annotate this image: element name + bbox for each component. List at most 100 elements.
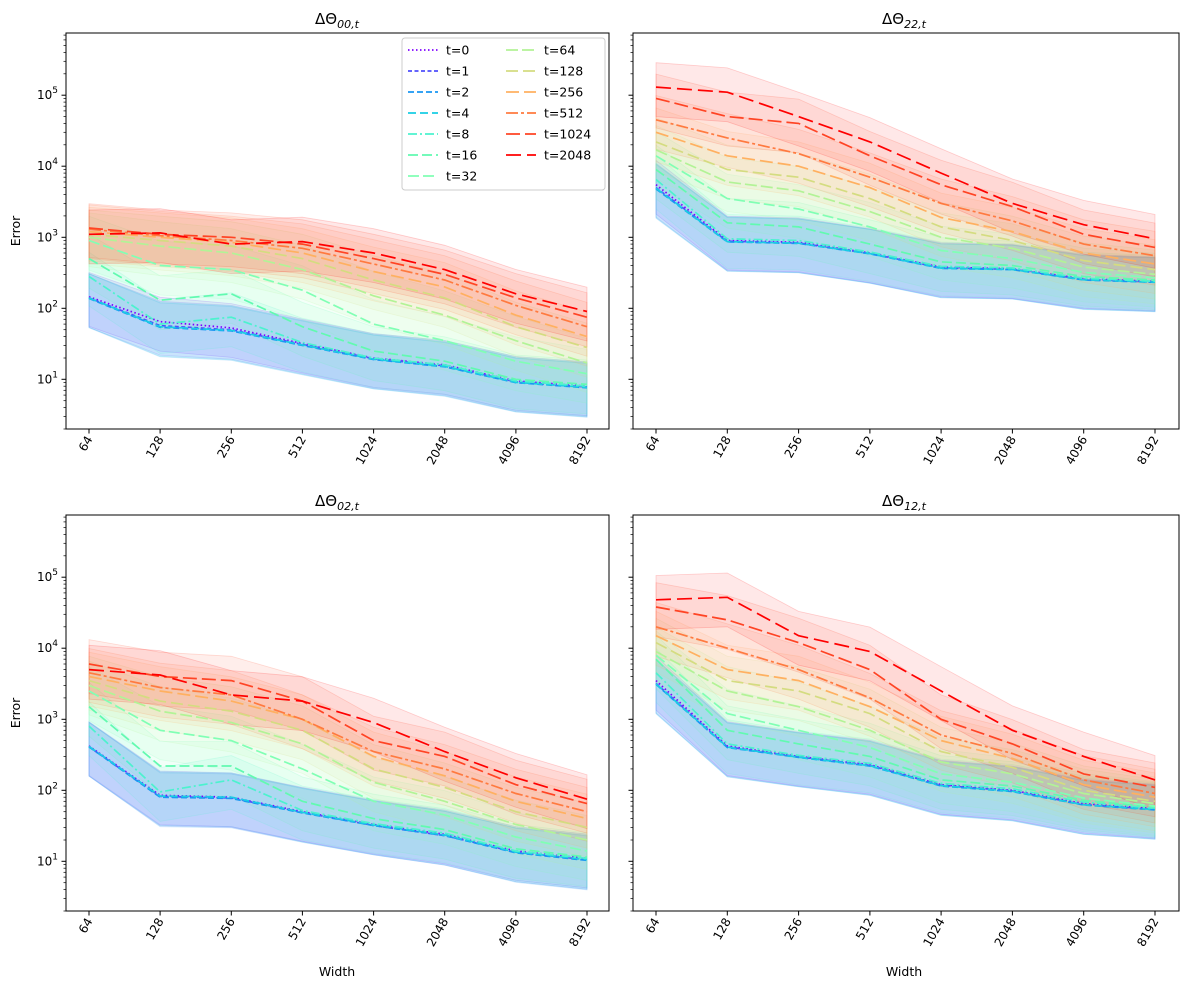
panel-title: ΔΘ00,t bbox=[315, 10, 360, 31]
series-line-t=64 bbox=[655, 149, 1156, 276]
legend-box bbox=[401, 37, 606, 191]
y-axis bbox=[628, 516, 633, 912]
band-t=4 bbox=[88, 273, 588, 418]
band-t=0 bbox=[88, 720, 588, 889]
panel-delta-theta-22: ΔΘ22,t 64 128 256 512 1024 2048 4096 8192 bbox=[628, 10, 1180, 467]
band-layer bbox=[655, 62, 1156, 313]
legend-entry: t=512 bbox=[506, 106, 583, 121]
series-line-t=512 bbox=[655, 625, 1156, 795]
legend-entry: t=64 bbox=[506, 43, 575, 58]
series-layer bbox=[655, 596, 1156, 811]
legend-entry: t=128 bbox=[506, 64, 583, 79]
panel-title: ΔΘ02,t bbox=[315, 492, 360, 513]
legend-entry: t=0 bbox=[408, 43, 469, 58]
legend-label: t=0 bbox=[446, 43, 469, 58]
series-layer bbox=[88, 227, 588, 389]
band-t=16 bbox=[655, 633, 1156, 838]
legend-label: t=256 bbox=[544, 85, 583, 100]
x-tick-label: 64 bbox=[76, 434, 96, 454]
band-t=256 bbox=[655, 107, 1156, 294]
band-t=32 bbox=[655, 130, 1156, 308]
legend-entry: t=256 bbox=[506, 85, 583, 100]
legend-entry: t=2048 bbox=[506, 148, 591, 163]
band-t=256 bbox=[88, 206, 588, 367]
series-line-t=128 bbox=[88, 679, 588, 829]
band-t=2048 bbox=[655, 62, 1156, 269]
band-t=1 bbox=[655, 162, 1156, 312]
series-line-t=64 bbox=[88, 684, 588, 841]
band-layer bbox=[88, 203, 588, 418]
band-t=0 bbox=[655, 159, 1156, 312]
plot-frame bbox=[65, 514, 610, 912]
plot-frame bbox=[632, 32, 1180, 430]
x-tick-label: 64 bbox=[76, 916, 96, 936]
band-t=2 bbox=[88, 721, 588, 891]
band-t=8 bbox=[88, 700, 588, 889]
series-line-t=8 bbox=[655, 672, 1156, 810]
band-t=64 bbox=[655, 124, 1156, 305]
band-t=1 bbox=[88, 721, 588, 890]
series-line-t=128 bbox=[655, 641, 1156, 803]
series-line-t=32 bbox=[655, 654, 1156, 807]
plot-frame bbox=[632, 514, 1180, 912]
legend-entry: t=1 bbox=[408, 64, 469, 79]
series-line-t=8 bbox=[655, 178, 1156, 283]
y-axis-label: Error bbox=[8, 697, 23, 728]
series-line-t=256 bbox=[655, 131, 1156, 265]
band-t=4 bbox=[88, 721, 588, 890]
series-line-t=32 bbox=[655, 155, 1156, 279]
band-t=64 bbox=[88, 212, 588, 394]
legend-label: t=64 bbox=[544, 43, 575, 58]
series-line-t=4 bbox=[655, 683, 1156, 811]
series-line-t=128 bbox=[88, 233, 588, 349]
series-line-t=4 bbox=[655, 187, 1156, 283]
band-t=1024 bbox=[88, 203, 588, 348]
series-line-t=2048 bbox=[655, 596, 1156, 781]
legend-entry: t=16 bbox=[408, 148, 477, 163]
series-line-t=1024 bbox=[655, 97, 1156, 249]
band-t=128 bbox=[88, 209, 588, 378]
band-t=4 bbox=[655, 163, 1156, 312]
legend-label: t=16 bbox=[446, 148, 477, 163]
series-line-t=4 bbox=[88, 297, 588, 389]
series-line-t=2048 bbox=[655, 86, 1156, 240]
legend-label: t=128 bbox=[544, 64, 583, 79]
panel-delta-theta-12: ΔΘ12,t 64 128 256 512 1024 2048 4096 8192 Width bbox=[628, 492, 1180, 979]
band-t=0 bbox=[88, 271, 588, 417]
band-t=2 bbox=[88, 273, 588, 418]
legend-entry: t=2 bbox=[408, 85, 469, 100]
x-axis-label: Width bbox=[319, 964, 355, 979]
band-t=2048 bbox=[88, 208, 588, 342]
legend-label: t=512 bbox=[544, 106, 583, 121]
series-line-t=8 bbox=[88, 725, 588, 860]
series-line-t=16 bbox=[655, 658, 1156, 808]
band-t=512 bbox=[655, 601, 1156, 824]
band-t=1024 bbox=[655, 582, 1156, 818]
series-line-t=16 bbox=[655, 168, 1156, 281]
legend-entry: t=32 bbox=[408, 169, 477, 184]
band-t=32 bbox=[88, 215, 588, 404]
band-t=8 bbox=[655, 154, 1156, 312]
plot-frame bbox=[65, 32, 610, 430]
series-line-t=256 bbox=[88, 675, 588, 820]
band-t=16 bbox=[88, 681, 588, 887]
series-line-t=16 bbox=[88, 257, 588, 386]
series-line-t=512 bbox=[88, 671, 588, 813]
series-line-t=1024 bbox=[655, 606, 1156, 789]
series-line-t=256 bbox=[88, 230, 588, 338]
legend-label: t=4 bbox=[446, 106, 469, 121]
series-line-t=128 bbox=[655, 141, 1156, 271]
series-line-t=512 bbox=[655, 118, 1156, 257]
series-line-t=64 bbox=[655, 650, 1156, 805]
x-axis-label: Width bbox=[886, 964, 922, 979]
legend-entry: t=1024 bbox=[506, 127, 591, 142]
series-layer bbox=[88, 663, 588, 862]
series-line-t=2048 bbox=[88, 232, 588, 313]
legend-label: t=32 bbox=[446, 169, 477, 184]
band-t=8 bbox=[88, 251, 588, 417]
legend-label: t=1024 bbox=[544, 127, 591, 142]
legend-label: t=8 bbox=[446, 127, 469, 142]
x-tick-label: 64 bbox=[643, 434, 663, 454]
